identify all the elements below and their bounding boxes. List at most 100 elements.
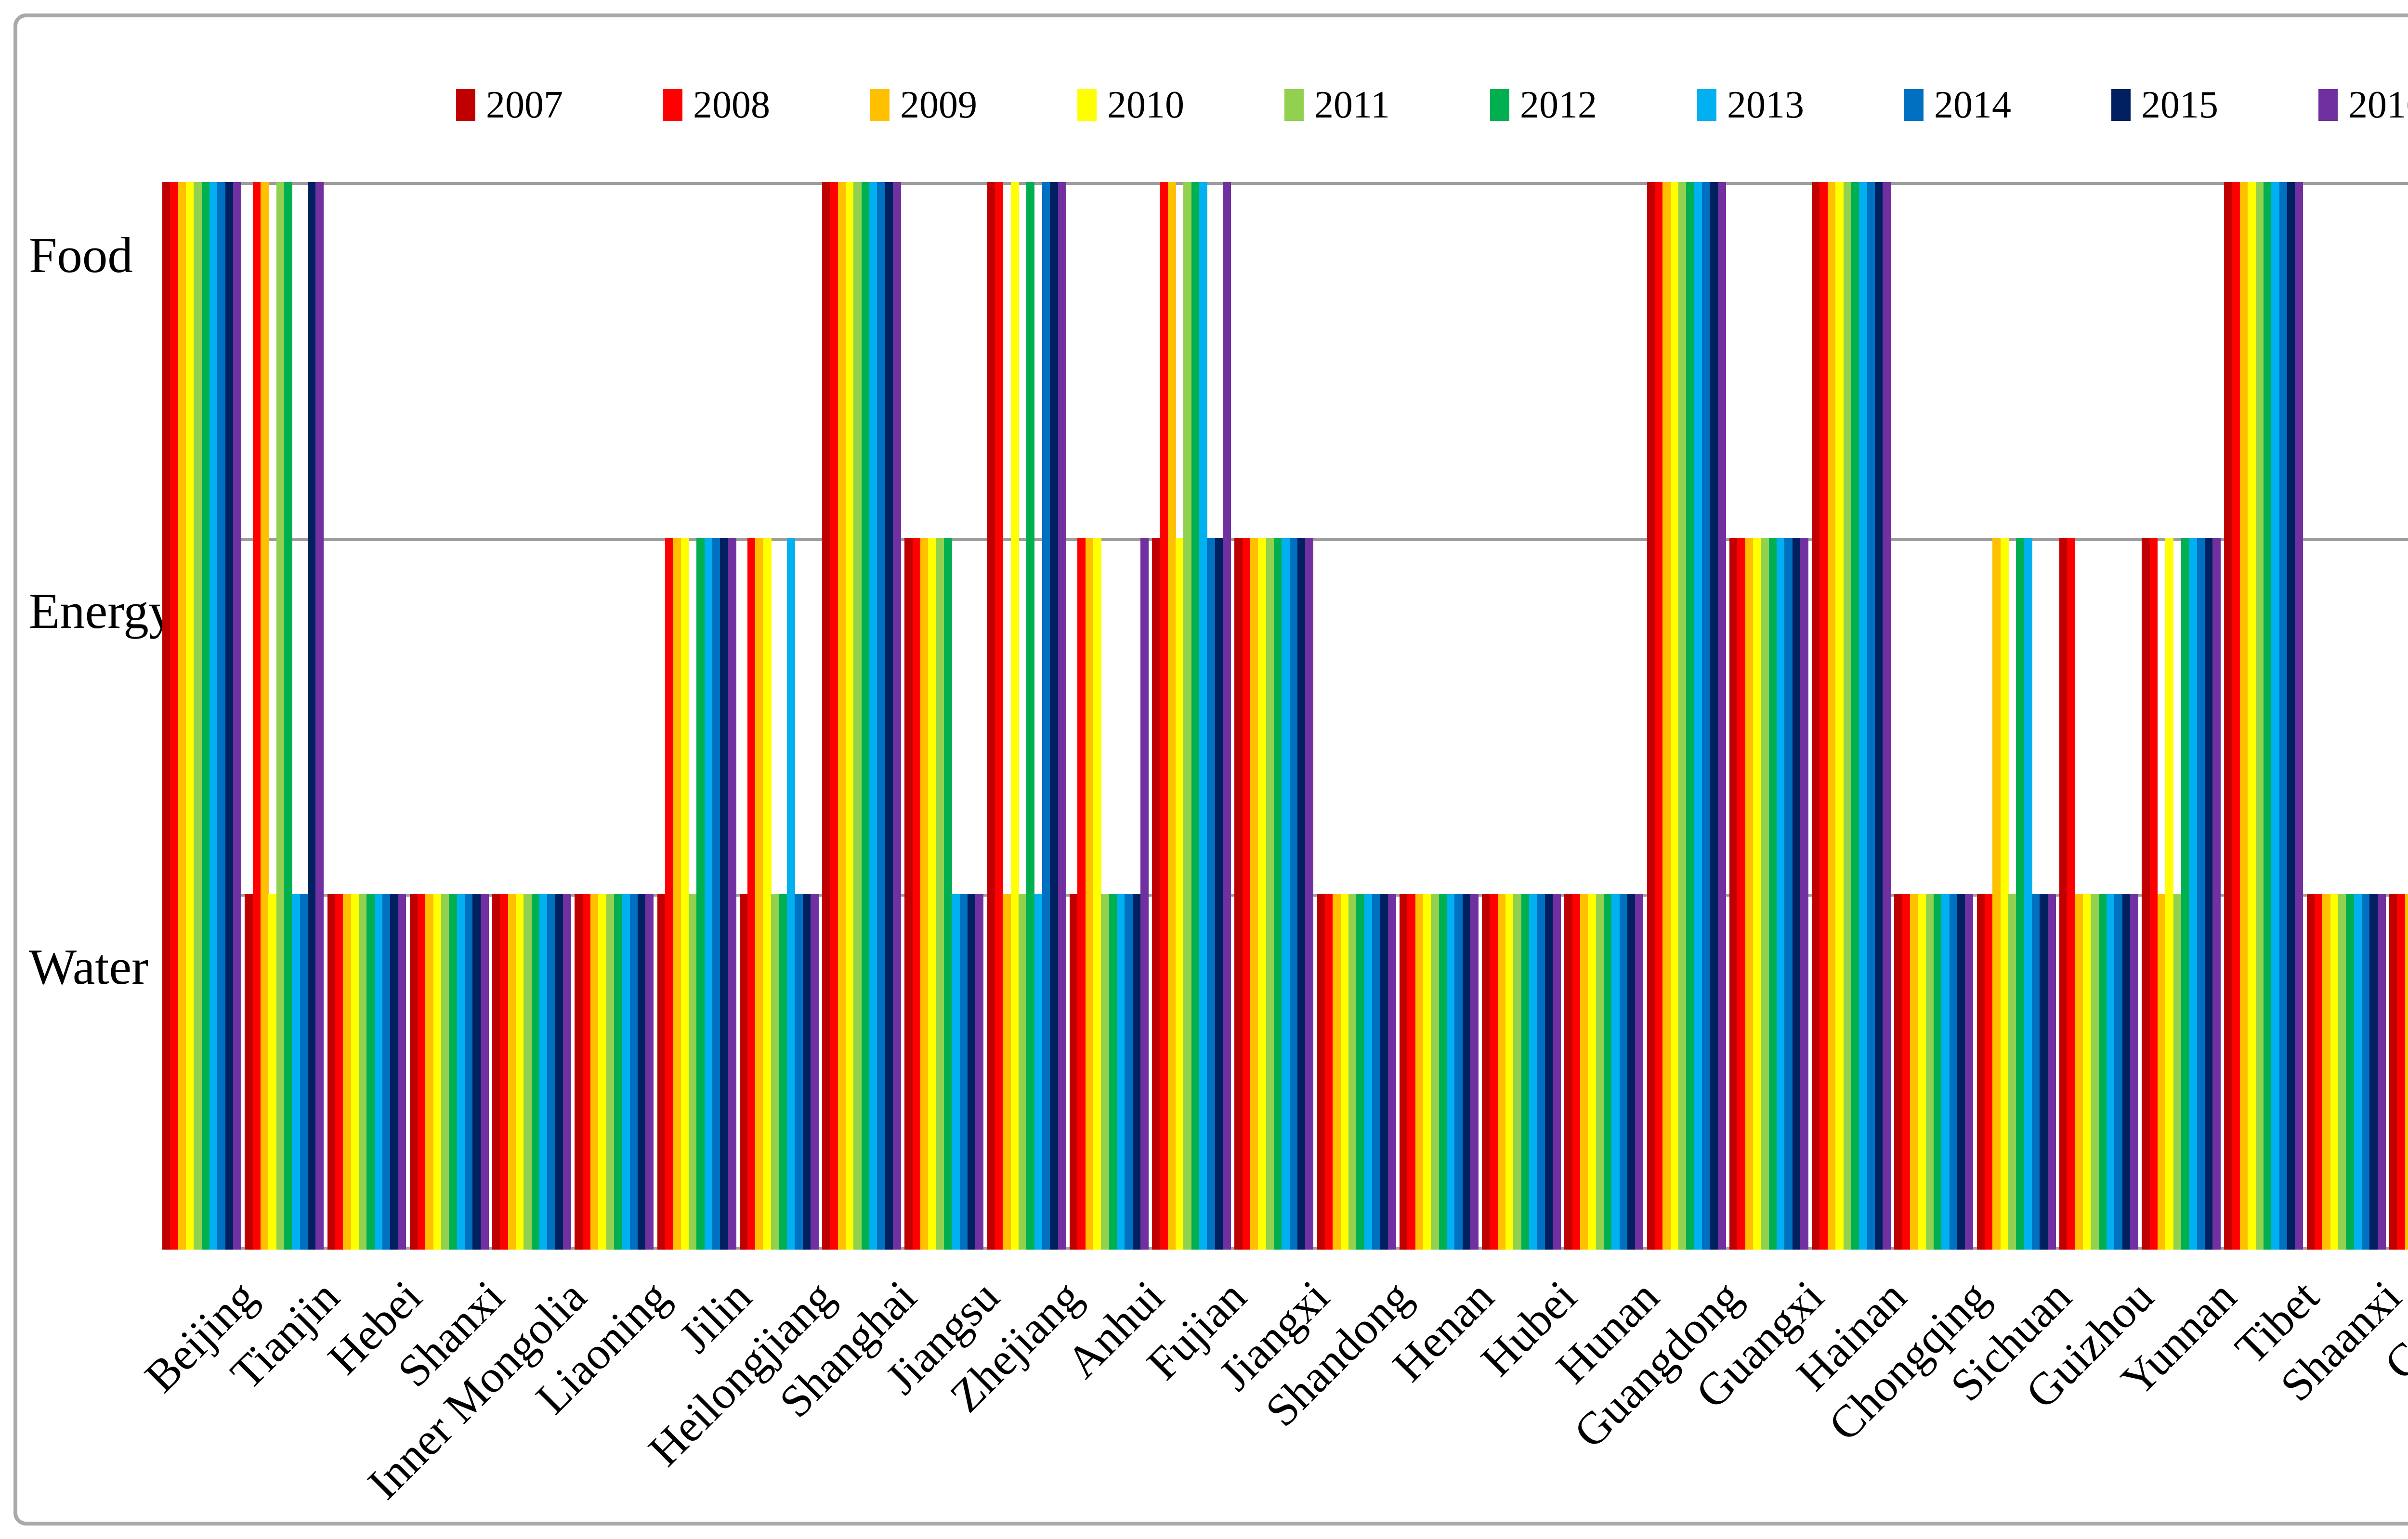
legend-label: 2015 [2141, 84, 2219, 126]
bar-fujian-2016 [1223, 182, 1231, 1250]
bar-guizhou-2008 [2067, 538, 2076, 1250]
bar-liaoning-2014 [629, 894, 638, 1250]
bar-tianjin-2010 [268, 894, 277, 1250]
bar-henan-2010 [1423, 894, 1431, 1250]
bar-zhejiang-2015 [1050, 182, 1059, 1250]
bar-jiangsu-2013 [952, 894, 960, 1250]
bar-beijing-2016 [233, 182, 241, 1250]
bar-jilin-2014 [712, 538, 720, 1250]
bar-heilongjiang-2014 [795, 894, 803, 1250]
bar-shanxi-2009 [425, 894, 434, 1250]
bar-henan-2011 [1431, 894, 1440, 1250]
level-label-energy: Energy [29, 583, 174, 639]
bar-hainan-2015 [1874, 182, 1883, 1250]
bar-shanxi-2008 [418, 894, 426, 1250]
bar-jiangsu-2012 [944, 538, 952, 1250]
bar-guangxi-2010 [1753, 538, 1761, 1250]
bar-tianjin-2011 [276, 182, 285, 1250]
bar-shanxi-2007 [409, 894, 418, 1250]
bar-hunan-2012 [1604, 894, 1612, 1250]
bar-zhejiang-2016 [1058, 182, 1066, 1250]
bar-liaoning-2011 [606, 894, 615, 1250]
legend-item-2015: 2015 [2111, 86, 2218, 124]
bar-anhui-2008 [1077, 538, 1086, 1250]
bar-guangxi-2008 [1737, 538, 1746, 1250]
bar-fujian-2014 [1207, 538, 1216, 1250]
bar-jiangsu-2011 [936, 538, 944, 1250]
bar-guizhou-2009 [2075, 894, 2083, 1250]
bar-hubei-2008 [1490, 894, 1498, 1250]
bar-shanghai-2014 [877, 182, 886, 1250]
bar-beijing-2011 [194, 182, 202, 1250]
bar-jiangsu-2007 [904, 538, 913, 1250]
bar-shanghai-2011 [853, 182, 862, 1250]
bar-anhui-2015 [1132, 894, 1141, 1250]
bar-shanghai-2013 [869, 182, 878, 1250]
legend-swatch-icon [1077, 89, 1097, 121]
bar-zhejiang-2012 [1026, 182, 1035, 1250]
bar-inner-mongolia-2011 [523, 894, 532, 1250]
bar-guizhou-2010 [2082, 894, 2091, 1250]
bar-beijing-2007 [162, 182, 170, 1250]
bar-jiangsu-2010 [928, 538, 937, 1250]
bar-anhui-2009 [1085, 538, 1094, 1250]
bar-liaoning-2016 [645, 894, 654, 1250]
bar-heilongjiang-2007 [739, 894, 748, 1250]
bar-sichuan-2013 [2024, 538, 2032, 1250]
legend-swatch-icon [2318, 89, 2338, 121]
bar-heilongjiang-2015 [802, 894, 811, 1250]
bar-heilongjiang-2012 [779, 894, 787, 1250]
bar-shandong-2009 [1333, 894, 1341, 1250]
legend-item-2007: 2007 [456, 86, 563, 124]
bar-jilin-2009 [673, 538, 681, 1250]
bar-guangdong-2009 [1662, 182, 1671, 1250]
bar-sichuan-2007 [1976, 894, 1985, 1250]
legend: 2007 2008 2009 2010 2011 2012 2013 2014 2015 2016 [162, 86, 2408, 124]
bar-tibet-2009 [2240, 182, 2249, 1250]
bar-inner-mongolia-2015 [555, 894, 563, 1250]
bar-tianjin-2008 [252, 182, 261, 1250]
bar-hainan-2016 [1883, 182, 1891, 1250]
bar-jiangxi-2011 [1266, 538, 1274, 1250]
legend-item-2013: 2013 [1697, 86, 1804, 124]
legend-label: 2013 [1727, 84, 1805, 126]
bar-jiangxi-2007 [1234, 538, 1243, 1250]
bar-henan-2007 [1399, 894, 1408, 1250]
level-label-food: Food [29, 227, 133, 283]
bar-anhui-2012 [1109, 894, 1117, 1250]
bar-hebei-2007 [327, 894, 336, 1250]
bar-shanghai-2009 [838, 182, 846, 1250]
bar-guizhou-2015 [2122, 894, 2131, 1250]
bar-jilin-2007 [657, 894, 666, 1250]
bar-henan-2013 [1446, 894, 1455, 1250]
bar-hubei-2012 [1521, 894, 1530, 1250]
bar-guangxi-2016 [1800, 538, 1808, 1250]
bar-inner-mongolia-2010 [516, 894, 524, 1250]
bar-guangxi-2011 [1761, 538, 1769, 1250]
bar-anhui-2011 [1101, 894, 1110, 1250]
bar-guangdong-2015 [1710, 182, 1718, 1250]
bar-sichuan-2009 [1992, 538, 2001, 1250]
bar-liaoning-2009 [590, 894, 599, 1250]
bar-jiangsu-2009 [920, 538, 929, 1250]
bar-hubei-2016 [1553, 894, 1561, 1250]
bar-shaanxi-2012 [2346, 894, 2355, 1250]
bar-shaanxi-2014 [2362, 894, 2370, 1250]
bar-tianjin-2015 [307, 182, 316, 1250]
bar-sichuan-2014 [2032, 894, 2040, 1250]
bar-guangxi-2009 [1745, 538, 1754, 1250]
bar-guizhou-2014 [2114, 894, 2123, 1250]
bar-hainan-2008 [1819, 182, 1828, 1250]
legend-item-2016: 2016 [2318, 86, 2408, 124]
bar-tibet-2014 [2279, 182, 2288, 1250]
bar-chongqing-2007 [1894, 894, 1903, 1250]
bar-guangxi-2015 [1792, 538, 1801, 1250]
bar-hunan-2015 [1627, 894, 1636, 1250]
legend-item-2008: 2008 [663, 86, 770, 124]
bar-hainan-2009 [1827, 182, 1836, 1250]
bar-guizhou-2016 [2130, 894, 2138, 1250]
bar-henan-2009 [1415, 894, 1424, 1250]
bar-sichuan-2015 [2040, 894, 2048, 1250]
gridline [162, 182, 2408, 185]
bar-shanghai-2007 [822, 182, 830, 1250]
